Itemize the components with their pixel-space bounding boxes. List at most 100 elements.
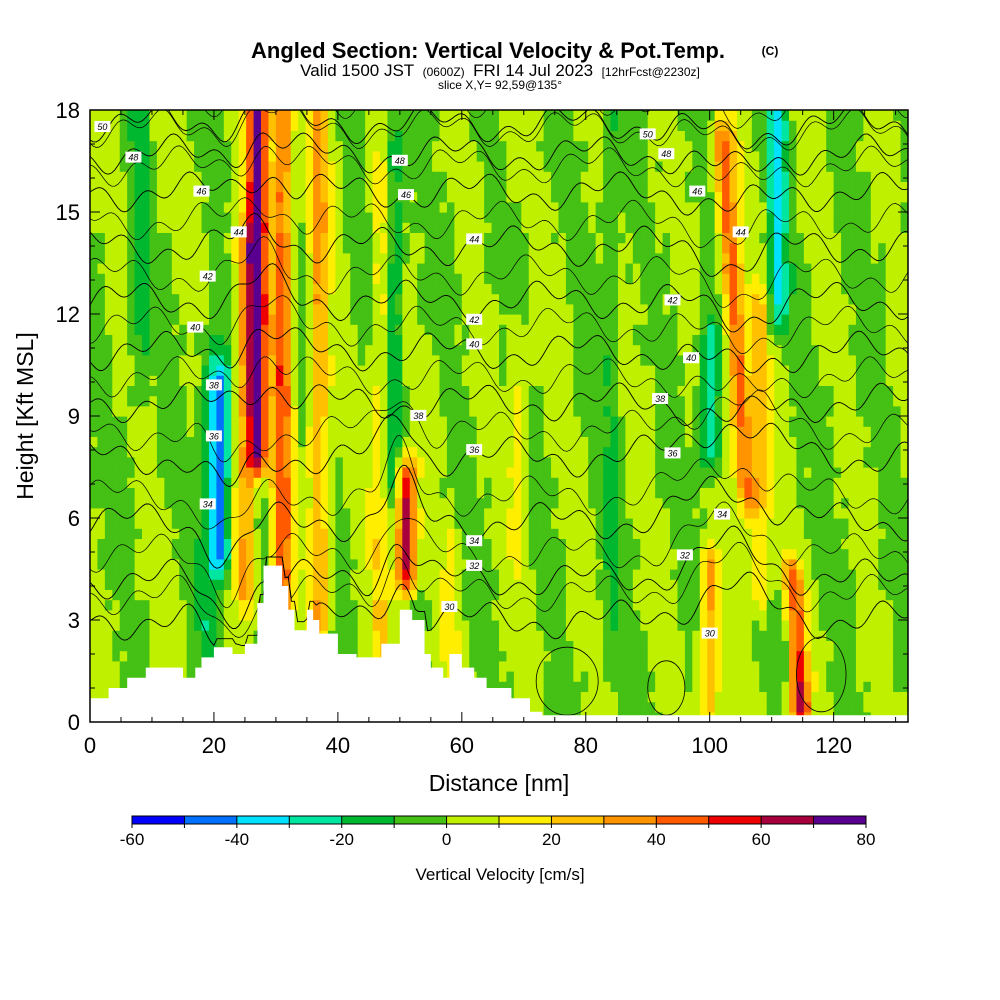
velocity-cell [603, 201, 612, 213]
velocity-cell [127, 538, 136, 550]
velocity-cell [528, 691, 537, 703]
velocity-cell [342, 120, 351, 131]
velocity-cell [97, 660, 106, 672]
velocity-cell [647, 548, 656, 560]
velocity-cell [223, 354, 232, 366]
velocity-cell [469, 456, 478, 468]
velocity-cell [238, 314, 247, 325]
velocity-cell [231, 630, 240, 641]
velocity-cell [246, 426, 255, 437]
velocity-cell [632, 324, 641, 335]
velocity-cell [707, 691, 716, 703]
velocity-cell [461, 548, 470, 560]
velocity-cell [551, 263, 560, 274]
velocity-cell [104, 140, 113, 152]
velocity-cell [104, 640, 113, 652]
velocity-cell [350, 212, 359, 223]
velocity-cell [402, 334, 411, 346]
velocity-cell [677, 640, 686, 652]
velocity-cell [543, 150, 552, 162]
velocity-cell [104, 303, 113, 315]
velocity-cell [365, 375, 374, 386]
velocity-cell [454, 273, 463, 284]
velocity-cell [528, 487, 537, 499]
velocity-cell [298, 548, 307, 560]
velocity-cell [127, 640, 136, 652]
velocity-cell [313, 191, 322, 203]
velocity-cell [417, 385, 426, 397]
velocity-cell [142, 140, 151, 152]
velocity-cell [565, 110, 574, 121]
velocity-cell [699, 385, 708, 397]
velocity-cell [573, 671, 582, 682]
velocity-cell [171, 609, 180, 621]
velocity-cell [357, 599, 366, 611]
velocity-cell [603, 181, 612, 193]
velocity-cell [617, 171, 627, 182]
velocity-cell [536, 252, 545, 264]
velocity-cell [268, 558, 277, 570]
velocity-cell [186, 150, 195, 162]
velocity-cell [506, 660, 515, 672]
velocity-cell [350, 630, 359, 641]
velocity-cell [610, 130, 619, 142]
velocity-cell [253, 538, 262, 550]
velocity-cell [342, 630, 351, 641]
velocity-cell [603, 283, 612, 295]
velocity-cell [461, 263, 470, 274]
velocity-cell [372, 375, 381, 386]
velocity-cell [365, 242, 374, 254]
velocity-cell [127, 395, 136, 407]
velocity-cell [112, 579, 121, 590]
velocity-cell [194, 273, 203, 284]
velocity-cell [528, 324, 537, 335]
velocity-cell [699, 212, 708, 223]
velocity-cell [573, 548, 582, 560]
velocity-cell [707, 640, 716, 652]
velocity-cell [558, 150, 567, 162]
velocity-cell [164, 212, 173, 223]
velocity-cell [603, 477, 612, 488]
velocity-cell [610, 395, 619, 407]
velocity-cell [536, 416, 545, 427]
velocity-cell [409, 385, 418, 397]
velocity-cell [335, 538, 344, 550]
velocity-cell [506, 467, 515, 478]
velocity-cell [699, 426, 708, 437]
velocity-cell [625, 283, 634, 295]
velocity-cell [104, 354, 113, 366]
velocity-cell [283, 324, 292, 335]
velocity-cell [499, 242, 508, 254]
velocity-cell [164, 303, 173, 315]
velocity-cell [528, 436, 537, 448]
velocity-cell [565, 681, 574, 692]
velocity-cell [461, 222, 470, 233]
velocity-cell [290, 263, 299, 274]
velocity-cell [640, 456, 649, 468]
velocity-cell [394, 110, 403, 121]
velocity-cell [484, 212, 493, 223]
velocity-cell [670, 528, 679, 539]
velocity-cell [179, 161, 188, 172]
velocity-cell [588, 671, 597, 682]
velocity-cell [335, 487, 344, 499]
velocity-cell [662, 558, 671, 570]
velocity-cell [461, 242, 470, 254]
velocity-cell [357, 640, 366, 652]
velocity-cell [543, 660, 552, 672]
velocity-cell [104, 385, 113, 397]
velocity-cell [699, 150, 708, 162]
velocity-cell [677, 701, 686, 713]
velocity-cell [90, 660, 99, 672]
velocity-cell [439, 324, 448, 335]
velocity-cell [543, 579, 552, 590]
velocity-cell [551, 161, 560, 172]
velocity-cell [558, 569, 567, 580]
velocity-cell [707, 701, 716, 713]
velocity-cell [439, 518, 448, 529]
velocity-cell [275, 538, 284, 550]
velocity-cell [104, 569, 113, 580]
velocity-cell [275, 150, 284, 162]
velocity-cell [134, 528, 143, 539]
velocity-cell [134, 283, 143, 295]
